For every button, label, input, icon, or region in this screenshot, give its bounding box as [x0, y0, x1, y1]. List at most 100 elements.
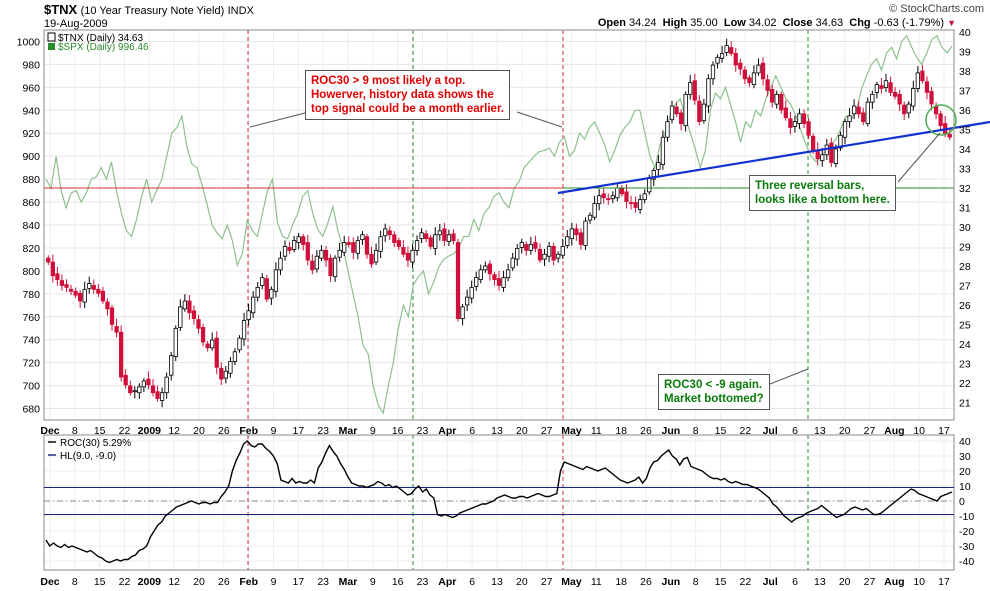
tnx-candle-body: [930, 91, 933, 104]
tnx-candle-body: [802, 114, 805, 124]
tnx-candle-body: [110, 308, 113, 325]
annotation-roc-bottom-line2: Market bottomed?: [664, 392, 764, 406]
x-tick-label-roc: 10: [913, 576, 925, 588]
tnx-candle-body: [939, 114, 942, 126]
tnx-candle-body: [356, 241, 359, 254]
tnx-tick-label: 38: [959, 66, 971, 78]
tnx-candle-body: [265, 279, 268, 299]
tnx-candle-body: [397, 241, 400, 247]
tnx-candle-body: [684, 94, 687, 125]
tnx-candle-body: [711, 65, 714, 79]
tnx-candle-body: [620, 188, 623, 194]
tnx-candle-body: [220, 368, 223, 379]
tnx-candle-body: [274, 270, 277, 291]
roc-tick-label: 0: [959, 496, 965, 508]
tnx-candle-body: [821, 155, 824, 161]
tnx-candle-body: [434, 235, 437, 249]
tnx-legend-swatch-icon: [48, 33, 55, 41]
tnx-candle-body: [707, 79, 710, 106]
tnx-tick-label: 35: [959, 124, 971, 136]
tnx-candle-body: [784, 108, 787, 118]
tnx-candle-body: [324, 250, 327, 260]
tnx-candle-body: [388, 231, 391, 235]
tnx-candle-body: [374, 250, 377, 262]
tnx-candle-body: [643, 194, 646, 200]
tnx-candle-body: [948, 134, 951, 137]
spx-tick-label: 680: [22, 404, 40, 416]
tnx-candle-body: [188, 301, 191, 313]
roc-series-line: [46, 441, 952, 563]
x-tick-label-roc: Jun: [661, 576, 680, 588]
tnx-candle-body: [251, 297, 254, 313]
x-tick-label-roc: 23: [317, 576, 329, 588]
x-tick-label: 27: [541, 425, 553, 437]
tnx-candle-body: [520, 243, 523, 248]
tnx-candle-body: [666, 122, 669, 138]
spx-legend-swatch-icon: [48, 43, 55, 50]
spx-tick-label: 940: [22, 105, 40, 117]
tnx-candle-body: [734, 53, 737, 65]
tnx-candle-body: [261, 278, 264, 286]
x-tick-label-roc: 15: [715, 576, 727, 588]
x-tick-label-roc: 2009: [138, 576, 162, 588]
tnx-candle-body: [602, 194, 605, 198]
tnx-tick-label: 37: [959, 85, 971, 97]
tnx-candle-body: [611, 196, 614, 199]
roc-panel-frame: [44, 435, 954, 570]
roc-tick-label: -10: [959, 511, 974, 523]
x-tick-label: Jun: [661, 425, 680, 437]
annotation-reversal-line2: looks like a bottom here.: [755, 193, 890, 207]
tnx-candle-body: [352, 243, 355, 253]
spx-tick-label: 720: [22, 358, 40, 370]
x-tick-label: 13: [491, 425, 503, 437]
tnx-tick-label: 21: [959, 397, 971, 409]
tnx-candle-body: [880, 86, 883, 89]
x-tick-label-roc: 20: [516, 576, 528, 588]
spx-tick-label: 960: [22, 82, 40, 94]
tnx-candle-body: [857, 107, 860, 114]
roc-tick-label: -40: [959, 556, 974, 568]
tnx-candle-body: [83, 289, 86, 302]
tnx-candle-body: [333, 258, 336, 277]
tnx-candle-body: [233, 352, 236, 362]
x-tick-label: 2009: [138, 425, 162, 437]
tnx-candle-body: [893, 92, 896, 96]
tnx-candle-body: [484, 266, 487, 270]
x-tick-label: 13: [814, 425, 826, 437]
tnx-candle-body: [56, 274, 59, 280]
tnx-candle-body: [270, 289, 273, 298]
x-tick-label-roc: 23: [417, 576, 429, 588]
tnx-candle-body: [379, 237, 382, 252]
tnx-candle-body: [761, 63, 764, 79]
tnx-candle-body: [438, 231, 441, 235]
tnx-candle-body: [256, 287, 259, 297]
spx-tick-label: 860: [22, 197, 40, 209]
tnx-candle-body: [556, 254, 559, 258]
tnx-candle-body: [420, 233, 423, 239]
tnx-candle-body: [424, 234, 427, 239]
spx-tick-label: 800: [22, 266, 40, 278]
tnx-candle-body: [311, 261, 314, 270]
roc-grid: [44, 435, 954, 570]
tnx-candle-body: [288, 247, 291, 250]
x-tick-label: 6: [792, 425, 798, 437]
tnx-candle-body: [875, 85, 878, 93]
tnx-candle-body: [534, 243, 537, 249]
tnx-candle-body: [192, 311, 195, 319]
tnx-candle-body: [329, 258, 332, 276]
tnx-candle-body: [197, 320, 200, 329]
x-tick-label: 17: [292, 425, 304, 437]
tnx-candle-body: [447, 235, 450, 242]
tnx-candle-body: [843, 122, 846, 138]
tnx-candle-body: [657, 163, 660, 170]
tnx-candle-body: [720, 53, 723, 58]
tnx-candle-body: [543, 254, 546, 259]
tnx-candle-body: [807, 122, 810, 136]
tnx-tick-label: 34: [959, 144, 971, 156]
tnx-candle-body: [552, 246, 555, 260]
tnx-candle-body: [898, 94, 901, 104]
tnx-candle-body: [698, 101, 701, 121]
tnx-tick-label: 26: [959, 300, 971, 312]
tnx-candle-body: [688, 83, 691, 95]
tnx-candle-body: [206, 344, 209, 348]
